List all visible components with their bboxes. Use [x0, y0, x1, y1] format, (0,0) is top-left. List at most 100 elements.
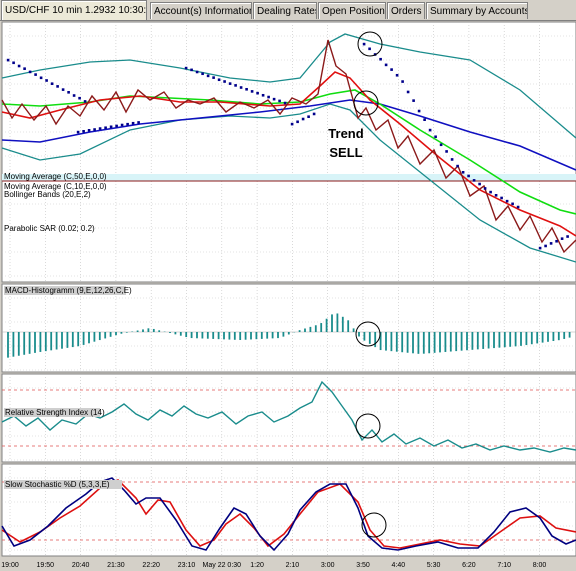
- signal-circle-stoch: [361, 512, 387, 538]
- sar-dot: [478, 182, 481, 186]
- sar-dot: [456, 164, 459, 168]
- sar-dot: [538, 246, 542, 250]
- signal-circle-rsi: [355, 413, 381, 439]
- sar-dot: [98, 127, 102, 130]
- sar-dot: [137, 121, 140, 124]
- sar-dot: [368, 47, 371, 51]
- price-pane: Trend SELL Moving Average (C,50,E,0,0) M…: [1, 21, 576, 283]
- macd-pane-bg: [1, 283, 576, 373]
- sar-dot: [78, 96, 81, 100]
- sar-dot: [56, 85, 59, 88]
- sar-dot: [201, 72, 204, 76]
- time-tick-label: 5:30: [427, 562, 441, 569]
- macd-label-bg: [4, 286, 126, 295]
- rsi-pane-bg: [1, 373, 576, 463]
- sar-dot: [544, 244, 547, 248]
- stoch-pane-bg: [1, 463, 576, 557]
- sar-dot: [296, 120, 299, 124]
- sar-dot: [39, 76, 43, 80]
- tab-bar: USD/CHF 10 min 1.2932 10:30:00 Account(s…: [0, 0, 576, 21]
- signal-circle-sar: [357, 31, 383, 57]
- tab-summary-by-accounts[interactable]: Summary by Accounts: [426, 2, 528, 19]
- sar-dot: [6, 58, 10, 62]
- sar-dot: [290, 122, 294, 126]
- sar-dot: [566, 235, 569, 238]
- sar-label: Parabolic SAR (0.02; 0.2): [4, 224, 95, 233]
- tab-account-information[interactable]: Account(s) Information: [150, 2, 252, 19]
- sar-dot: [500, 196, 503, 200]
- sar-dot: [82, 129, 85, 133]
- sar-dot: [549, 242, 553, 245]
- time-tick-label: 23:10: [178, 562, 196, 569]
- sar-dot: [450, 158, 454, 161]
- bollinger-lower-line: [1, 103, 576, 263]
- stoch-label: Slow Stochastic %D (5,3,3,E): [5, 480, 110, 489]
- sar-dot: [61, 88, 65, 91]
- annotation-sell: SELL: [329, 145, 362, 160]
- tab-open-positions[interactable]: Open Positions: [318, 2, 386, 19]
- time-tick-label: 22:20: [142, 562, 160, 569]
- stoch-label-bg: [4, 480, 122, 489]
- annotation-trend: Trend: [328, 126, 363, 141]
- signal-circle-price: [353, 90, 379, 116]
- sar-dot: [390, 68, 393, 71]
- bollinger-upper-line: [1, 33, 576, 139]
- sar-dot: [245, 87, 248, 91]
- sar-dot: [239, 86, 243, 89]
- sar-dot: [195, 70, 199, 74]
- sar-dot: [184, 66, 188, 70]
- macd-pane: MACD-Histogramm (9,E,12,26,C,E): [1, 283, 576, 373]
- sar-dot: [50, 82, 54, 86]
- sar-dot: [494, 194, 498, 197]
- sar-dot: [439, 143, 443, 147]
- sar-dot: [272, 97, 276, 101]
- sar-dot: [45, 79, 48, 82]
- time-tick-label: 3:00: [321, 562, 335, 569]
- sar-dot: [12, 61, 15, 65]
- time-tick-label: 19:50: [37, 562, 55, 569]
- time-tick-label: 3:50: [356, 562, 370, 569]
- sar-dot: [120, 123, 124, 127]
- sar-dot: [278, 99, 281, 103]
- rsi-label: Relative Strength Index (14): [5, 408, 105, 417]
- time-tick-label: 21:30: [107, 562, 125, 569]
- sar-dot: [104, 126, 107, 130]
- sar-dot: [516, 205, 520, 209]
- sar-dot: [212, 76, 215, 79]
- sar-dot: [256, 91, 259, 95]
- sar-dot: [472, 179, 476, 182]
- sar-dot: [412, 99, 415, 102]
- tab-dealing-rates[interactable]: Dealing Rates: [253, 2, 317, 19]
- sar-dot: [312, 112, 316, 116]
- time-axis-bg: [2, 557, 576, 571]
- time-tick-label: 1:20: [250, 562, 264, 569]
- sar-dot: [190, 68, 193, 72]
- signal-circle-macd: [355, 321, 381, 347]
- ma10-label: Moving Average (C,10,E,0,0): [4, 182, 107, 191]
- sar-dot: [261, 93, 265, 97]
- price-line: [1, 39, 576, 254]
- sar-dot: [83, 100, 87, 103]
- tab-usdchf-chart[interactable]: USD/CHF 10 min 1.2932 10:30:00: [1, 0, 147, 20]
- sar-dot: [489, 190, 492, 194]
- sar-dot: [467, 174, 470, 178]
- sar-dot: [250, 90, 254, 93]
- sar-dot: [93, 128, 96, 131]
- sar-dot: [505, 199, 509, 203]
- sar-dot: [267, 95, 270, 99]
- sar-dot: [384, 63, 388, 67]
- time-tick-label: 4:40: [391, 562, 405, 569]
- bollinger-label: Bollinger Bands (20,E,2): [4, 190, 91, 199]
- sar-dot: [461, 171, 465, 174]
- stoch-grid: [2, 464, 576, 556]
- ma50-label: Moving Average (C,50,E,0,0): [4, 172, 107, 181]
- sar-dot: [423, 118, 426, 121]
- chart-area: Trend SELL Moving Average (C,50,E,0,0) M…: [1, 21, 576, 571]
- sar-dot: [445, 150, 448, 153]
- sar-dot: [228, 82, 232, 85]
- time-tick-label: May 22 0:30: [203, 562, 242, 569]
- tab-orders[interactable]: Orders: [387, 2, 425, 19]
- sar-dot: [217, 78, 221, 82]
- price-pane-bg: [1, 21, 576, 283]
- sar-dot: [555, 239, 558, 243]
